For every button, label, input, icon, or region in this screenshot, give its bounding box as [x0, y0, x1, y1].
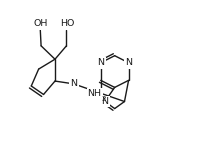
Text: N: N — [101, 97, 108, 106]
Text: OH: OH — [34, 19, 48, 28]
Text: N: N — [97, 58, 104, 67]
Text: NH: NH — [88, 89, 102, 98]
Text: 2: 2 — [102, 96, 106, 102]
Text: HO: HO — [60, 19, 74, 28]
Text: N: N — [125, 58, 132, 67]
Text: N: N — [70, 79, 77, 88]
